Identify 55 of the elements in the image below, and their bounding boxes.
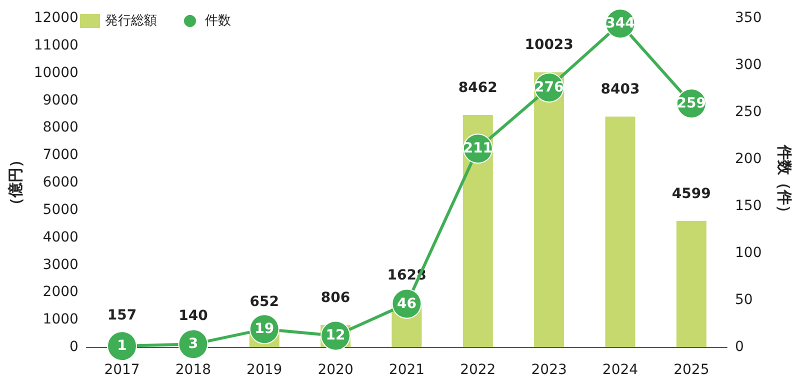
- y-tick-label: 1000: [42, 312, 78, 328]
- y2-tick-label: 350: [735, 10, 762, 26]
- bar: [534, 72, 564, 347]
- data-label: 211: [463, 140, 493, 157]
- y-tick-label: 7000: [42, 147, 78, 164]
- bar: [605, 116, 636, 347]
- data-label: 8403: [600, 82, 640, 98]
- x-tick-label: 2019: [246, 362, 282, 378]
- x-tick-label: 2024: [602, 362, 638, 378]
- bar: [676, 220, 706, 347]
- y-tick-label: 8000: [42, 120, 78, 136]
- y2-axis-title: 件数（件）: [776, 144, 794, 220]
- x-tick-label: 2017: [104, 362, 140, 378]
- y2-tick-label: 50: [735, 292, 753, 308]
- y2-tick-label: 0: [735, 339, 744, 355]
- legend-label: 発行総額: [105, 14, 157, 28]
- y-axis-title: （億円）: [6, 152, 24, 212]
- legend-label: 件数: [205, 14, 231, 28]
- y-tick-label: 2000: [42, 284, 78, 300]
- data-label: 4599: [672, 186, 711, 202]
- y-tick-label: 12000: [34, 10, 78, 26]
- y2-tick-label: 250: [735, 104, 762, 120]
- x-tick-label: 2025: [674, 362, 710, 378]
- data-label: 276: [534, 80, 564, 96]
- y-tick-label: 9000: [42, 92, 78, 108]
- y2-tick-label: 200: [735, 151, 762, 167]
- y2-tick-label: 150: [735, 198, 762, 214]
- y-tick-label: 5000: [42, 202, 78, 218]
- x-tick-label: 2023: [531, 362, 567, 378]
- data-label: 10023: [524, 37, 574, 54]
- x-tick-label: 2018: [175, 362, 212, 378]
- point: [107, 331, 138, 362]
- y-tick-label: 6000: [42, 174, 78, 190]
- y-tick-label: 11000: [34, 37, 78, 54]
- data-label: 259: [676, 96, 706, 112]
- x-tick-label: 2020: [318, 362, 354, 378]
- data-label: 140: [178, 308, 208, 324]
- data-label: 1: [117, 338, 127, 354]
- y-tick-label: 10000: [34, 64, 78, 81]
- data-label: 46: [396, 296, 416, 312]
- data-label: 8462: [458, 80, 498, 96]
- data-label: 12: [326, 328, 346, 344]
- y2-tick-label: 100: [735, 245, 762, 261]
- data-label: 3: [188, 336, 198, 352]
- y-tick-label: 0: [70, 339, 78, 355]
- data-label: 157: [107, 308, 137, 324]
- x-tick-label: 2022: [460, 362, 496, 378]
- y-tick-label: 4000: [42, 229, 78, 246]
- data-label: 652: [250, 294, 279, 310]
- data-label: 806: [320, 290, 350, 306]
- x-tick-label: 2021: [388, 362, 425, 378]
- y-tick-label: 3000: [42, 256, 78, 273]
- data-label: 19: [254, 321, 274, 338]
- point: [178, 329, 208, 360]
- y2-tick-label: 300: [735, 57, 762, 73]
